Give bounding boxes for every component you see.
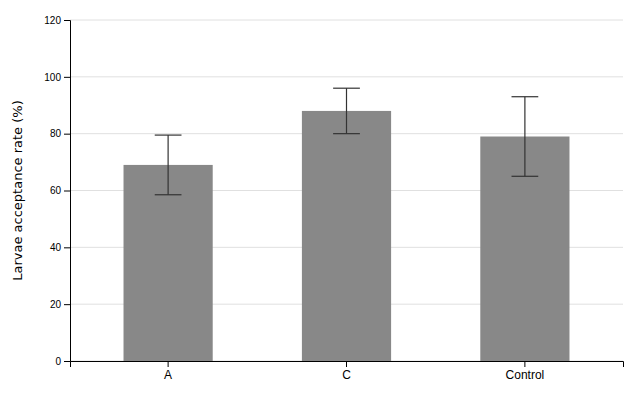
y-tick: 80 [50, 128, 70, 139]
x-tick-label: A [164, 368, 172, 382]
y-tick-label: 40 [50, 242, 62, 253]
y-tick-mark [64, 77, 70, 78]
error-bar [333, 88, 360, 133]
error-bar [155, 135, 182, 195]
error-bar-stem [524, 97, 525, 177]
grid-line [70, 76, 623, 77]
x-tick: C [342, 361, 351, 382]
x-axis-line [71, 362, 624, 368]
y-tick: 0 [55, 356, 70, 367]
y-tick: 40 [50, 242, 70, 253]
y-tick-mark [64, 247, 70, 248]
y-tick-mark [64, 20, 70, 21]
grid-line [70, 133, 623, 134]
y-tick-mark [64, 134, 70, 135]
x-tick-label: C [342, 368, 351, 382]
y-axis-line [64, 21, 71, 362]
error-bar-cap [155, 194, 182, 195]
error-bar-cap [333, 133, 360, 134]
x-tick-mark [524, 361, 525, 367]
y-tick-label: 80 [50, 128, 62, 139]
error-bar-cap [333, 88, 360, 89]
error-bar-cap [512, 176, 539, 177]
grid-line [70, 20, 623, 21]
error-bar-cap [512, 96, 539, 97]
y-tick-label: 60 [50, 185, 62, 196]
y-tick-label: 120 [44, 15, 61, 26]
bar [302, 111, 391, 361]
x-tick-mark [346, 361, 347, 367]
y-tick: 100 [44, 72, 70, 83]
y-tick-label: 20 [50, 299, 62, 310]
grid [70, 20, 623, 361]
y-tick-mark [64, 361, 70, 362]
error-bar-stem [346, 88, 347, 133]
x-axis: A C Control [71, 361, 624, 382]
chart: 0 20 40 60 80 100 120 A C Control Larvae acceptanc… [0, 0, 643, 401]
y-tick-label: 100 [44, 72, 61, 83]
x-tick-mark [168, 361, 169, 367]
error-bar [512, 97, 539, 177]
y-tick: 120 [44, 15, 70, 26]
plot-area: 0 20 40 60 80 100 120 A C Control [44, 15, 623, 382]
error-bar-cap [155, 134, 182, 135]
y-tick-mark [64, 304, 70, 305]
x-tick-label: Control [506, 368, 545, 382]
y-tick-label: 0 [55, 356, 61, 367]
y-axis: 0 20 40 60 80 100 120 [44, 15, 70, 367]
y-tick: 20 [50, 299, 70, 310]
y-tick-mark [64, 191, 70, 192]
error-bar-stem [168, 135, 169, 195]
bar [124, 165, 213, 361]
y-axis-title: Larvae acceptance rate (%) [10, 100, 25, 280]
x-tick: A [164, 361, 172, 382]
x-tick: Control [506, 361, 545, 382]
y-tick: 60 [50, 185, 70, 196]
marks [124, 88, 570, 361]
